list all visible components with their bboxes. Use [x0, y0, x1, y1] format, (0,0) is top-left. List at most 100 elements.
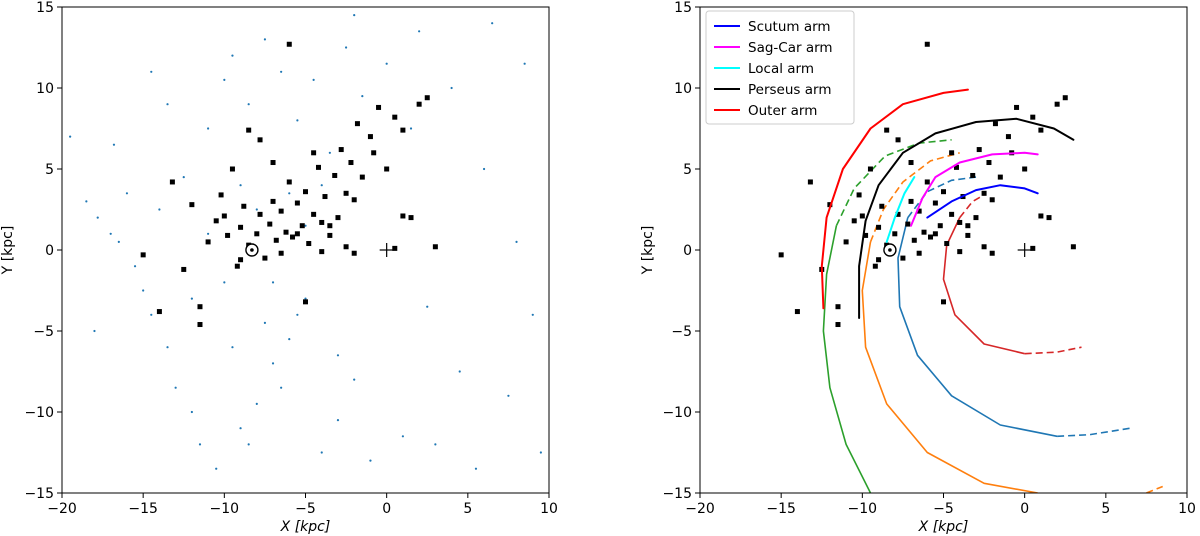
data-point-square: [989, 250, 995, 256]
data-point-square: [867, 166, 873, 172]
data-point-square: [278, 250, 284, 256]
data-point-square: [949, 150, 955, 156]
data-point-square: [932, 200, 938, 206]
data-point-square: [957, 219, 963, 225]
x-tick-label: 0: [382, 501, 391, 517]
data-point-square: [218, 192, 224, 198]
data-point-square: [924, 41, 930, 47]
data-point-square: [273, 237, 279, 243]
data-point-square: [169, 179, 175, 185]
data-point-square: [957, 249, 963, 255]
data-point-dot: [223, 281, 226, 284]
data-point-square: [895, 211, 901, 217]
data-point-dot: [320, 184, 323, 187]
y-axis-label: Y [kpc]: [640, 226, 656, 276]
data-point-square: [335, 215, 341, 221]
data-point-square: [262, 255, 268, 261]
data-point-square: [981, 244, 987, 250]
data-point-dot: [426, 305, 429, 308]
y-tick-label: −10: [662, 405, 692, 421]
x-tick-label: −20: [47, 501, 77, 517]
data-point-square: [416, 101, 422, 107]
data-point-dot: [263, 38, 267, 41]
data-point-square: [351, 250, 357, 256]
data-point-dot: [320, 451, 323, 454]
data-point-square: [928, 234, 934, 240]
data-point-dot: [539, 451, 542, 454]
data-point-square: [213, 218, 219, 224]
model-arm-dashed: [959, 194, 985, 219]
arm-fit-line: [926, 184, 1039, 219]
data-point-dot: [150, 313, 153, 316]
y-tick-label: −15: [24, 486, 54, 502]
legend-label: Outer arm: [748, 103, 817, 119]
data-point-dot: [239, 184, 242, 187]
data-point-square: [392, 114, 398, 120]
data-point-dot: [418, 30, 421, 33]
data-point-dot: [150, 70, 153, 73]
x-axis-label: X [kpc]: [280, 519, 331, 535]
data-point-square: [254, 231, 260, 237]
data-point-square: [970, 172, 976, 178]
data-point-square: [1046, 215, 1052, 221]
data-point-square: [997, 174, 1003, 180]
data-point-square: [827, 202, 833, 208]
model-arm-solid: [942, 217, 1025, 355]
data-point-dot: [69, 135, 72, 138]
y-tick-label: −15: [662, 486, 692, 502]
data-point-square: [234, 263, 240, 269]
arm-fit-line: [820, 88, 969, 310]
data-point-dot: [263, 321, 267, 324]
data-point-square: [140, 252, 146, 258]
data-point-square: [257, 211, 263, 217]
data-point-dot: [385, 62, 388, 65]
x-tick-label: −10: [210, 501, 240, 517]
data-point-square: [278, 208, 284, 214]
data-point-dot: [133, 265, 137, 268]
data-point-square: [384, 166, 390, 172]
data-point-square: [315, 164, 321, 170]
data-point-square: [221, 213, 227, 219]
data-point-square: [924, 179, 930, 185]
data-point-square: [294, 231, 300, 237]
data-point-dot: [328, 151, 331, 154]
data-point-square: [843, 239, 849, 245]
data-point-square: [879, 203, 885, 209]
data-point-dot: [336, 419, 340, 422]
plot-area: [69, 14, 542, 470]
data-point-dot: [190, 297, 193, 300]
sun-marker-center: [250, 248, 254, 252]
data-point-square: [916, 250, 922, 256]
data-point-square: [327, 223, 333, 229]
x-tick-label: 0: [1020, 501, 1029, 517]
data-point-square: [1062, 95, 1068, 101]
data-point-dot: [231, 54, 234, 57]
data-point-square: [1030, 245, 1036, 251]
data-point-square: [908, 160, 914, 166]
data-point-square: [241, 203, 247, 209]
data-point-square: [290, 234, 296, 240]
data-point-dot: [312, 78, 315, 81]
data-point-square: [989, 197, 995, 203]
model-arm-dashed: [835, 139, 952, 227]
data-point-square: [900, 255, 906, 261]
data-point-square: [246, 127, 252, 133]
data-point-square: [327, 232, 333, 238]
data-point-square: [343, 190, 349, 196]
data-point-square: [1030, 114, 1036, 120]
data-point-dot: [369, 459, 372, 462]
data-point-square: [892, 231, 898, 237]
data-point-dot: [125, 192, 129, 195]
data-point-square: [270, 160, 276, 166]
data-point-dot: [507, 394, 510, 397]
data-point-square: [392, 245, 398, 251]
data-point-dot: [182, 176, 185, 179]
data-point-square: [225, 232, 231, 238]
data-point-square: [303, 189, 308, 195]
data-point-square: [306, 241, 312, 247]
data-point-dot: [304, 297, 307, 300]
arm-fit-line: [858, 117, 1075, 319]
x-tick-label: −5: [933, 501, 954, 517]
data-point-square: [856, 192, 862, 198]
